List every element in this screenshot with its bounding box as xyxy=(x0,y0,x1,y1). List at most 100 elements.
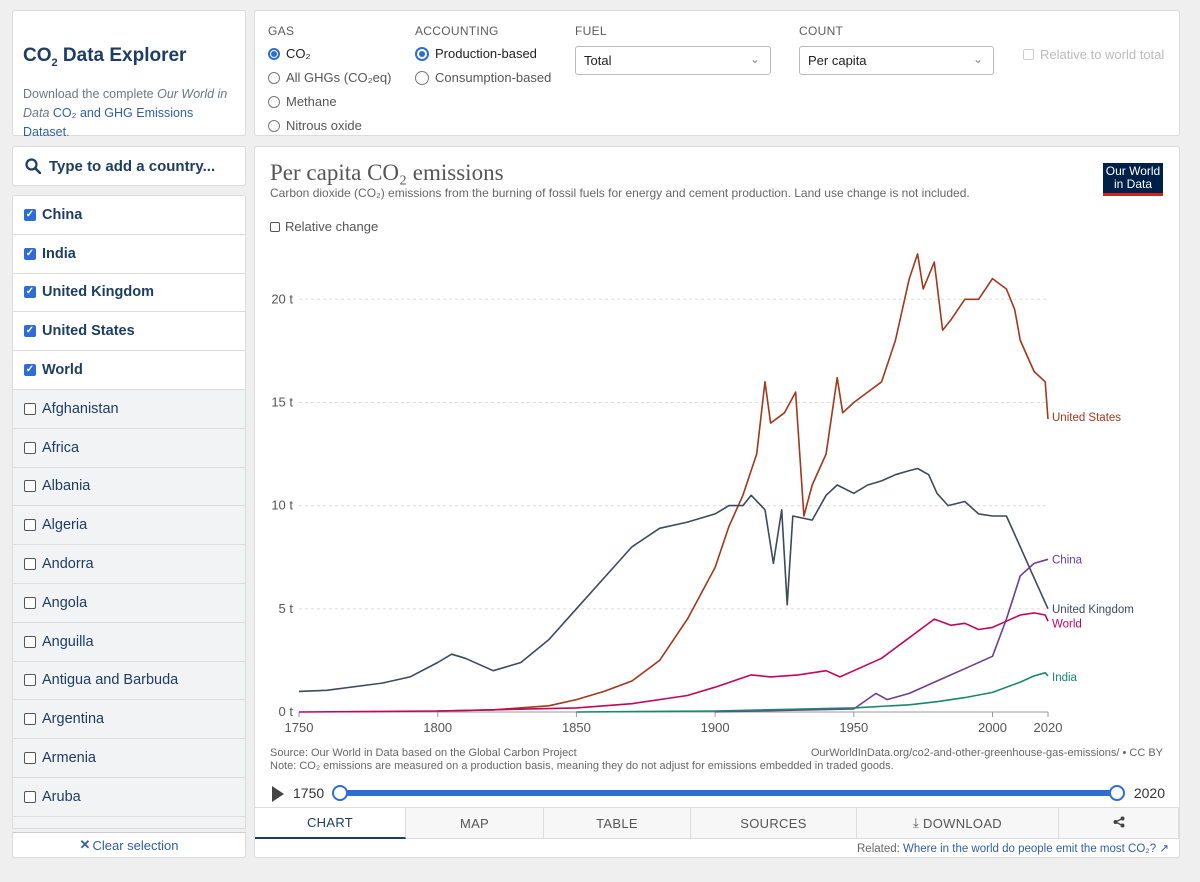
radio-button[interactable] xyxy=(268,71,280,84)
gas-label: GAS xyxy=(268,24,295,38)
related-article-link[interactable]: Where in the world do people emit the mo… xyxy=(903,843,1157,855)
country-item[interactable]: Afghanistan xyxy=(13,389,245,429)
country-checkbox[interactable]: ✓ xyxy=(24,364,36,377)
country-item[interactable]: Albania xyxy=(13,467,245,507)
series-line xyxy=(298,612,1049,713)
country-checkbox[interactable] xyxy=(24,635,36,648)
radio-label: Production-based xyxy=(435,46,537,61)
relative-change-checkbox[interactable] xyxy=(270,221,280,232)
country-checkbox[interactable] xyxy=(24,480,36,493)
country-item[interactable]: Antigua and Barbuda xyxy=(13,661,245,701)
radio-label: All GHGs (CO₂eq) xyxy=(286,70,392,85)
country-checkbox[interactable] xyxy=(24,752,36,765)
country-item[interactable]: ✓ India xyxy=(13,234,245,274)
country-checkbox[interactable]: ✓ xyxy=(24,208,36,221)
play-icon[interactable] xyxy=(272,786,284,802)
gas-option[interactable]: All GHGs (CO₂eq) xyxy=(268,70,391,85)
y-tick-label: 15 t xyxy=(271,394,293,409)
country-item[interactable]: Anguilla xyxy=(13,622,245,662)
radio-button[interactable] xyxy=(415,70,429,85)
gas-option[interactable]: Methane xyxy=(268,94,337,109)
accounting-option[interactable]: Consumption-based xyxy=(415,70,551,85)
country-item[interactable]: Algeria xyxy=(13,506,245,546)
country-item[interactable]: Armenia xyxy=(13,739,245,778)
tab-table[interactable]: TABLE xyxy=(544,808,691,839)
series-label: United States xyxy=(1052,412,1121,424)
country-checkbox[interactable] xyxy=(24,402,36,415)
tab-sources[interactable]: SOURCES xyxy=(691,808,857,839)
country-label: Angola xyxy=(42,594,88,611)
fuel-label: FUEL xyxy=(575,24,607,38)
relative-world-toggle[interactable]: Relative to world total xyxy=(1023,47,1164,62)
source-url[interactable]: OurWorldInData.org/co2-and-other-greenho… xyxy=(810,747,1163,759)
dataset-link[interactable]: CO₂ and GHG Emissions Dataset xyxy=(23,105,194,139)
timeline-start-handle[interactable] xyxy=(332,785,348,801)
country-checkbox[interactable] xyxy=(24,790,36,803)
tab-chart[interactable]: CHART xyxy=(255,808,406,839)
chart-title: Per capita CO₂ emissions xyxy=(270,160,504,185)
timeline-track[interactable] xyxy=(332,785,1125,801)
country-item[interactable]: Africa xyxy=(13,428,245,468)
radio-button[interactable] xyxy=(268,119,280,132)
tab-map[interactable]: MAP xyxy=(406,808,544,839)
country-item[interactable]: ✓ China xyxy=(13,196,245,235)
accounting-label: ACCOUNTING xyxy=(415,24,499,38)
series-line xyxy=(437,253,1049,712)
x-tick-label: 2000 xyxy=(978,720,1007,735)
country-item[interactable]: ✓ World xyxy=(13,351,245,390)
relative-world-checkbox[interactable] xyxy=(1023,49,1034,60)
radio-label: Methane xyxy=(286,94,337,109)
timeline-end-handle[interactable] xyxy=(1109,785,1125,801)
country-item[interactable]: Argentina xyxy=(13,700,245,740)
fuel-select[interactable]: Total ⌄ xyxy=(575,46,771,75)
country-item[interactable]: ✓ United States xyxy=(13,312,245,352)
country-search[interactable]: Type to add a country... xyxy=(12,146,246,186)
relative-change-toggle[interactable]: Relative change xyxy=(270,219,378,234)
chevron-down-icon: ⌄ xyxy=(749,52,760,66)
country-checkbox[interactable] xyxy=(24,519,36,532)
gas-option[interactable]: Nitrous oxide xyxy=(268,118,362,133)
x-tick-label: 2020 xyxy=(1034,720,1063,735)
share-icon xyxy=(1113,816,1125,831)
count-label: COUNT xyxy=(799,24,844,38)
country-item[interactable]: Andorra xyxy=(13,545,245,584)
owid-logo[interactable]: Our World in Data xyxy=(1103,163,1163,196)
y-tick-label: 20 t xyxy=(271,291,293,306)
country-item[interactable]: Asia xyxy=(13,816,245,828)
search-placeholder: Type to add a country... xyxy=(49,157,216,175)
x-tick-label: 1800 xyxy=(423,720,452,735)
radio-button[interactable] xyxy=(415,46,429,61)
country-list[interactable]: ✓ China ✓ India ✓ United Kingdom ✓ United State… xyxy=(12,195,246,829)
country-label: China xyxy=(42,206,83,223)
chart-panel: 0 t 5 t 10 t 15 t 20 t 1750 1800 1850 1900 1950 20… xyxy=(254,146,1180,858)
gas-option[interactable]: CO₂ xyxy=(268,46,311,61)
country-item[interactable]: Aruba xyxy=(13,777,245,817)
country-checkbox[interactable]: ✓ xyxy=(24,325,36,338)
country-checkbox[interactable] xyxy=(24,713,36,726)
country-item[interactable]: Angola xyxy=(13,583,245,623)
tab-share[interactable] xyxy=(1059,808,1179,839)
country-checkbox[interactable]: ✓ xyxy=(24,247,36,260)
radio-button[interactable] xyxy=(268,95,280,108)
country-item[interactable]: ✓ United Kingdom xyxy=(13,273,245,313)
app-title: CO2 Data Explorer xyxy=(23,45,187,69)
tab-download[interactable]: ⤓ DOWNLOAD xyxy=(857,808,1059,839)
clear-selection-button[interactable]: ✕ Clear selection xyxy=(12,832,246,858)
line-chart: 0 t 5 t 10 t 15 t 20 t 1750 1800 1850 1900 1950 20… xyxy=(271,253,1134,735)
country-label: Argentina xyxy=(42,711,105,728)
country-checkbox[interactable] xyxy=(24,558,36,571)
country-checkbox[interactable]: ✓ xyxy=(24,286,36,299)
radio-button[interactable] xyxy=(268,47,280,60)
country-label: Albania xyxy=(42,478,91,495)
count-select[interactable]: Per capita ⌄ xyxy=(799,46,994,75)
country-checkbox[interactable] xyxy=(24,674,36,687)
series-label: India xyxy=(1052,672,1078,684)
source-text: Source: Our World in Data based on the G… xyxy=(270,747,577,759)
country-label: Anguilla xyxy=(42,633,94,650)
external-link-icon: ↗ xyxy=(1159,843,1169,855)
country-checkbox[interactable] xyxy=(24,441,36,454)
country-checkbox[interactable] xyxy=(24,596,36,609)
controls-panel: GAS CO₂ All GHGs (CO₂eq) Methane Nitrous ox… xyxy=(254,10,1180,136)
accounting-option[interactable]: Production-based xyxy=(415,46,537,61)
y-tick-label: 0 t xyxy=(279,704,294,719)
